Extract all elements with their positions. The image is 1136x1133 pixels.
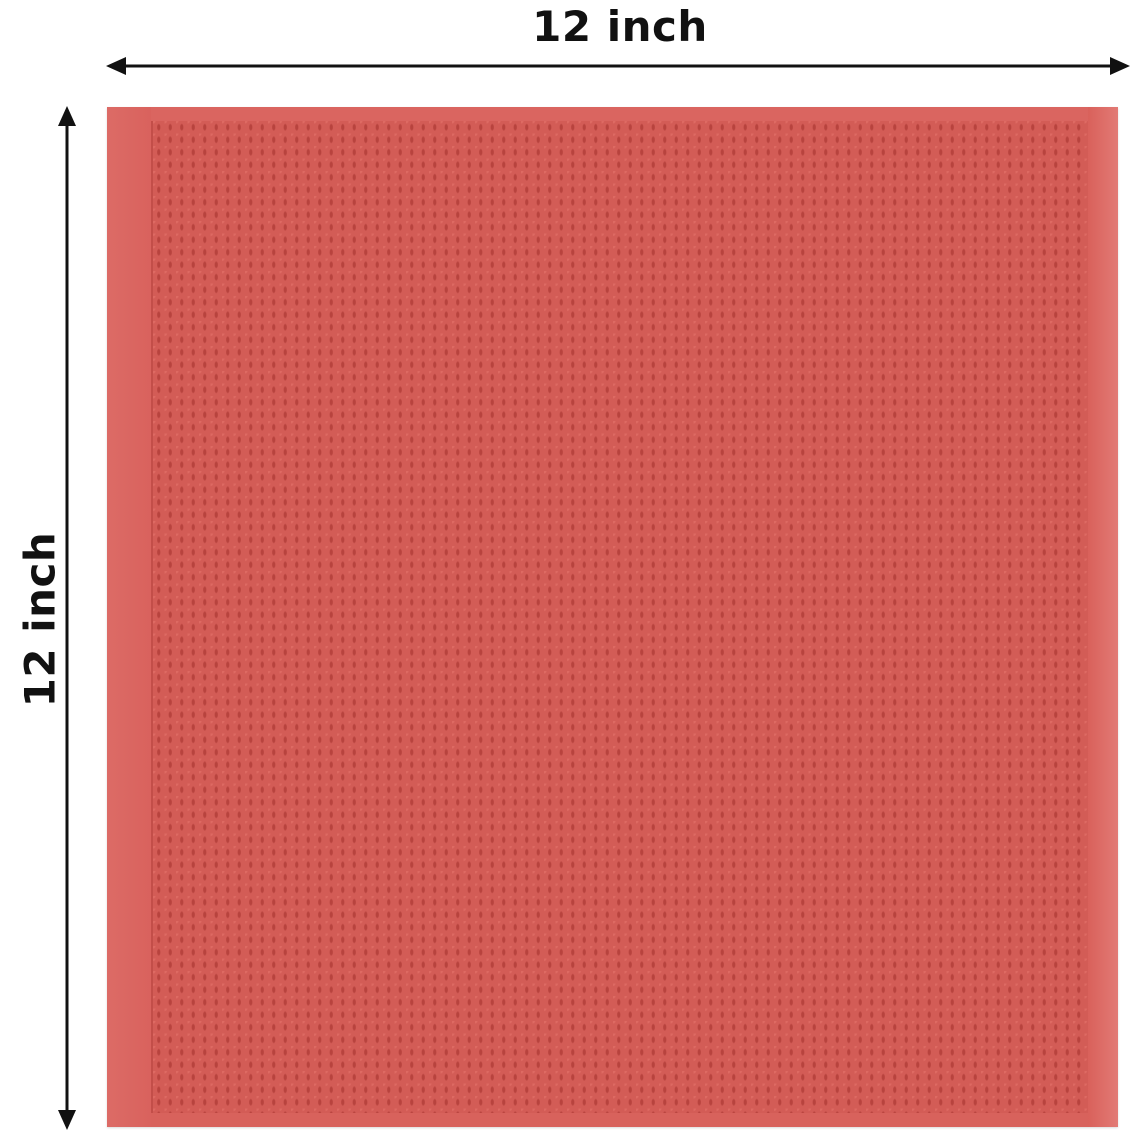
towel-hem-top	[151, 107, 1088, 121]
towel-hem-left	[107, 107, 151, 1127]
towel-hem-right	[1088, 107, 1118, 1127]
width-arrow	[106, 57, 1130, 75]
waffle-towel	[107, 107, 1118, 1127]
waffle-weave-texture	[151, 121, 1088, 1113]
width-label: 12 inch	[532, 2, 708, 51]
height-arrow	[58, 106, 76, 1130]
